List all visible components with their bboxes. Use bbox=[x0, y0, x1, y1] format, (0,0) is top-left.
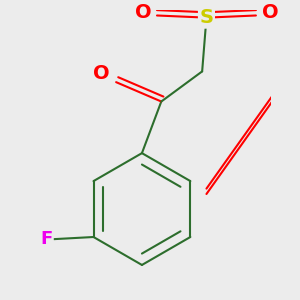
Text: O: O bbox=[262, 3, 278, 22]
Text: O: O bbox=[93, 64, 110, 83]
Text: F: F bbox=[40, 230, 52, 248]
Text: S: S bbox=[200, 8, 214, 27]
Text: O: O bbox=[135, 3, 151, 22]
